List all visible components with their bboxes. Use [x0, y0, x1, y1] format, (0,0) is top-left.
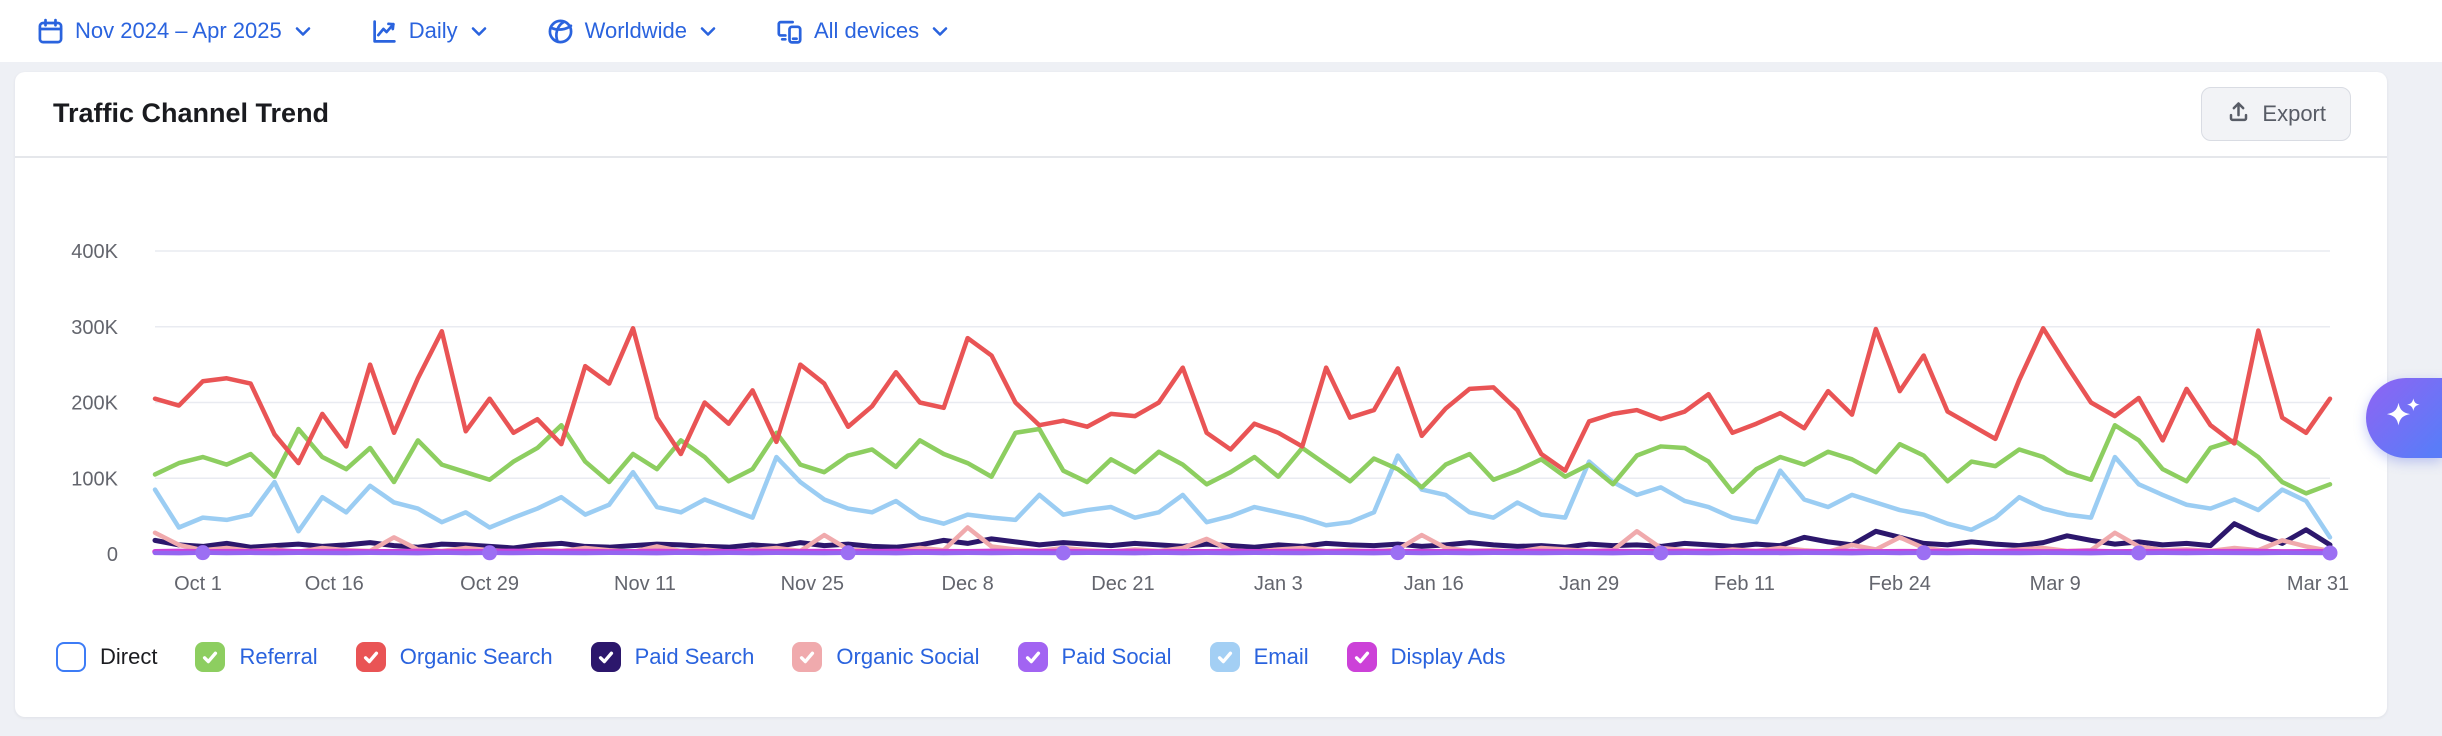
- granularity-filter[interactable]: Daily: [371, 18, 487, 45]
- series-marker-paid-social: [482, 545, 498, 561]
- x-axis-tick-label: Dec 8: [942, 573, 994, 595]
- unchecked-checkbox[interactable]: [56, 642, 86, 672]
- devices-icon: [776, 18, 803, 45]
- y-axis-tick-label: 300K: [71, 317, 118, 339]
- series-line-paid-search: [152, 521, 2333, 551]
- x-axis-tick-label: Feb 24: [1869, 573, 1931, 595]
- legend-item-referral[interactable]: Referral: [195, 642, 318, 672]
- x-axis-tick-label: Oct 16: [305, 573, 364, 595]
- region-label: Worldwide: [584, 18, 687, 43]
- trend-icon: [371, 18, 398, 45]
- y-axis-tick-label: 400K: [71, 241, 118, 263]
- series-marker-paid-social: [1390, 545, 1406, 561]
- ai-assistant-button[interactable]: [2366, 378, 2442, 458]
- x-axis-tick-label: Nov 11: [614, 573, 676, 595]
- legend-item-display-ads[interactable]: Display Ads: [1346, 642, 1506, 672]
- globe-icon: [547, 18, 574, 45]
- legend-item-email[interactable]: Email: [1209, 642, 1309, 672]
- traffic-channel-trend-card: Traffic Channel Trend Export 0 100K 200K 30…: [15, 72, 2387, 717]
- series-marker-paid-social: [1916, 545, 1932, 561]
- calendar-icon: [37, 18, 64, 45]
- x-axis-tick-label: Mar 9: [2030, 573, 2081, 595]
- checked-checkbox[interactable]: [195, 642, 226, 672]
- legend-label-paid-social: Paid Social: [1061, 644, 1172, 669]
- date-range-label: Nov 2024 – Apr 2025: [75, 18, 282, 43]
- page-title: Traffic Channel Trend: [53, 98, 330, 128]
- checked-checkbox[interactable]: [1209, 642, 1240, 672]
- export-label: Export: [2262, 101, 2326, 126]
- header-divider: [15, 156, 2387, 158]
- x-axis-tick-label: Mar 31: [2287, 573, 2349, 595]
- legend-label-organic-social: Organic Social: [836, 644, 980, 669]
- chevron-down-icon: [295, 26, 311, 37]
- chart-legend: Direct Referral Organic Search Paid Search O…: [56, 642, 1506, 672]
- export-button[interactable]: Export: [2201, 87, 2351, 141]
- x-axis-tick-label: Feb 11: [1714, 573, 1775, 595]
- date-range-filter[interactable]: Nov 2024 – Apr 2025: [37, 18, 311, 45]
- checked-checkbox[interactable]: [590, 642, 621, 672]
- x-axis-tick-label: Oct 1: [174, 573, 222, 595]
- x-axis-tick-label: Jan 3: [1254, 573, 1303, 595]
- sparkles-icon: [2382, 394, 2426, 443]
- filter-toolbar: Nov 2024 – Apr 2025 Daily Worldwide All …: [0, 0, 2442, 62]
- traffic-trend-chart[interactable]: 0 100K 200K 300K 400K Oct 1 Oct 16 Oct 29 Nov 11…: [15, 162, 2387, 622]
- device-filter[interactable]: All devices: [776, 18, 948, 45]
- series-marker-paid-social: [2322, 545, 2338, 561]
- legend-label-referral: Referral: [239, 644, 318, 669]
- legend-item-organic-social[interactable]: Organic Social: [792, 642, 980, 672]
- series-line-organic-search: [152, 326, 2333, 473]
- series-marker-paid-social: [1055, 545, 1071, 561]
- series-marker-paid-social: [195, 545, 211, 561]
- device-label: All devices: [813, 18, 920, 43]
- legend-item-direct[interactable]: Direct: [56, 642, 157, 672]
- chevron-down-icon: [700, 26, 716, 37]
- chevron-down-icon: [932, 26, 948, 37]
- x-axis-tick-label: Jan 16: [1404, 573, 1464, 595]
- legend-item-paid-social[interactable]: Paid Social: [1017, 642, 1172, 672]
- x-axis-tick-label: Nov 25: [781, 573, 844, 595]
- y-axis-tick-label: 200K: [71, 393, 118, 415]
- x-axis-tick-label: Oct 29: [460, 573, 519, 595]
- legend-label-paid-search: Paid Search: [634, 644, 755, 669]
- legend-label-email: Email: [1253, 644, 1309, 669]
- checked-checkbox[interactable]: [1346, 642, 1377, 672]
- legend-item-organic-search[interactable]: Organic Search: [355, 642, 553, 672]
- legend-label-direct: Direct: [100, 644, 158, 669]
- legend-label-display-ads: Display Ads: [1390, 644, 1506, 669]
- chevron-down-icon: [471, 26, 487, 37]
- series-marker-paid-social: [840, 545, 856, 561]
- legend-label-organic-search: Organic Search: [399, 644, 553, 669]
- series-line-email: [152, 453, 2333, 540]
- granularity-label: Daily: [408, 18, 458, 43]
- checked-checkbox[interactable]: [792, 642, 823, 672]
- y-axis-tick-label: 0: [107, 544, 118, 566]
- checked-checkbox[interactable]: [355, 642, 386, 672]
- x-axis-tick-label: Dec 21: [1091, 573, 1154, 595]
- y-axis-tick-label: 100K: [71, 468, 118, 490]
- series-line-referral: [152, 422, 2333, 496]
- region-filter[interactable]: Worldwide: [547, 18, 716, 45]
- export-icon: [2226, 99, 2251, 130]
- checked-checkbox[interactable]: [1017, 642, 1048, 672]
- series-marker-paid-social: [2131, 545, 2147, 561]
- x-axis-tick-label: Jan 29: [1559, 573, 1619, 595]
- series-marker-paid-social: [1653, 545, 1669, 561]
- legend-item-paid-search[interactable]: Paid Search: [590, 642, 755, 672]
